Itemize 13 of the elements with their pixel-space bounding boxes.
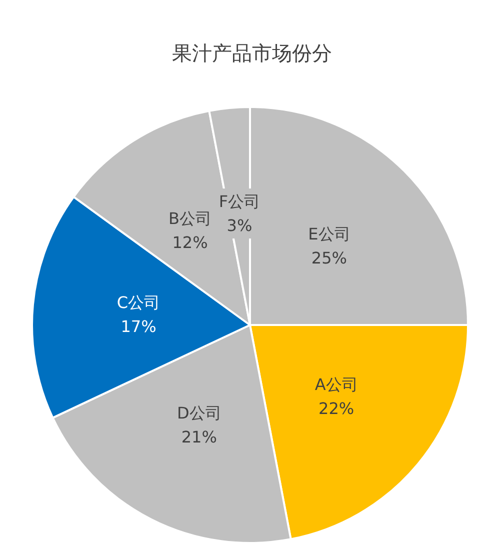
slice-label: E公司 (308, 224, 350, 244)
slice-label: C公司 (116, 292, 160, 312)
data-label: 22% (318, 398, 354, 418)
data-label: 3% (226, 216, 252, 235)
slice-label: D公司 (176, 403, 222, 422)
slice-label: B公司 (168, 208, 212, 228)
data-label: 17% (120, 316, 156, 336)
slice-label: A公司 (314, 374, 358, 394)
chart-title: 果汁产品市场份分 (172, 41, 332, 65)
slice-label: F公司 (218, 192, 260, 211)
data-label: 21% (181, 427, 217, 446)
data-label: 12% (172, 232, 208, 252)
data-label: 25% (311, 248, 347, 268)
